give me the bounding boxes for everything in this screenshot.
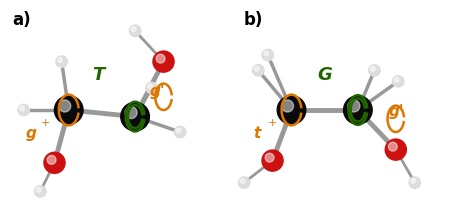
Ellipse shape (348, 100, 360, 112)
Ellipse shape (153, 51, 174, 72)
Ellipse shape (277, 96, 306, 124)
Ellipse shape (392, 76, 404, 87)
Text: +: + (41, 118, 51, 128)
Ellipse shape (409, 177, 420, 188)
Ellipse shape (125, 106, 137, 119)
Ellipse shape (20, 106, 25, 111)
Ellipse shape (121, 102, 149, 131)
Ellipse shape (56, 56, 67, 67)
Text: T: T (92, 66, 105, 84)
Ellipse shape (344, 96, 372, 124)
Text: +: + (268, 118, 277, 128)
Ellipse shape (388, 142, 397, 151)
Ellipse shape (394, 77, 399, 82)
Ellipse shape (262, 150, 283, 171)
Ellipse shape (255, 66, 259, 71)
Ellipse shape (44, 152, 65, 173)
Ellipse shape (55, 96, 83, 124)
Ellipse shape (253, 65, 264, 76)
Ellipse shape (265, 153, 274, 162)
Text: t: t (254, 126, 261, 141)
Ellipse shape (176, 128, 181, 133)
Ellipse shape (411, 179, 416, 183)
Text: g: g (26, 126, 37, 141)
Ellipse shape (59, 100, 71, 112)
Ellipse shape (131, 27, 136, 32)
Ellipse shape (238, 177, 250, 188)
Ellipse shape (262, 49, 273, 61)
Text: g': g' (149, 84, 165, 99)
Ellipse shape (240, 179, 245, 183)
Ellipse shape (47, 155, 56, 164)
Ellipse shape (129, 25, 141, 37)
Ellipse shape (18, 104, 29, 116)
Ellipse shape (36, 187, 41, 192)
Ellipse shape (369, 65, 380, 76)
Text: a): a) (12, 11, 30, 29)
Text: G: G (318, 66, 332, 84)
Ellipse shape (148, 84, 153, 89)
Ellipse shape (264, 51, 269, 56)
Text: b): b) (244, 11, 264, 29)
Text: g': g' (389, 104, 404, 119)
Ellipse shape (385, 139, 406, 160)
Ellipse shape (35, 186, 46, 197)
Ellipse shape (371, 66, 375, 71)
Ellipse shape (174, 126, 186, 138)
Ellipse shape (282, 100, 293, 112)
Ellipse shape (156, 54, 165, 63)
Ellipse shape (146, 82, 157, 94)
Ellipse shape (58, 58, 63, 62)
